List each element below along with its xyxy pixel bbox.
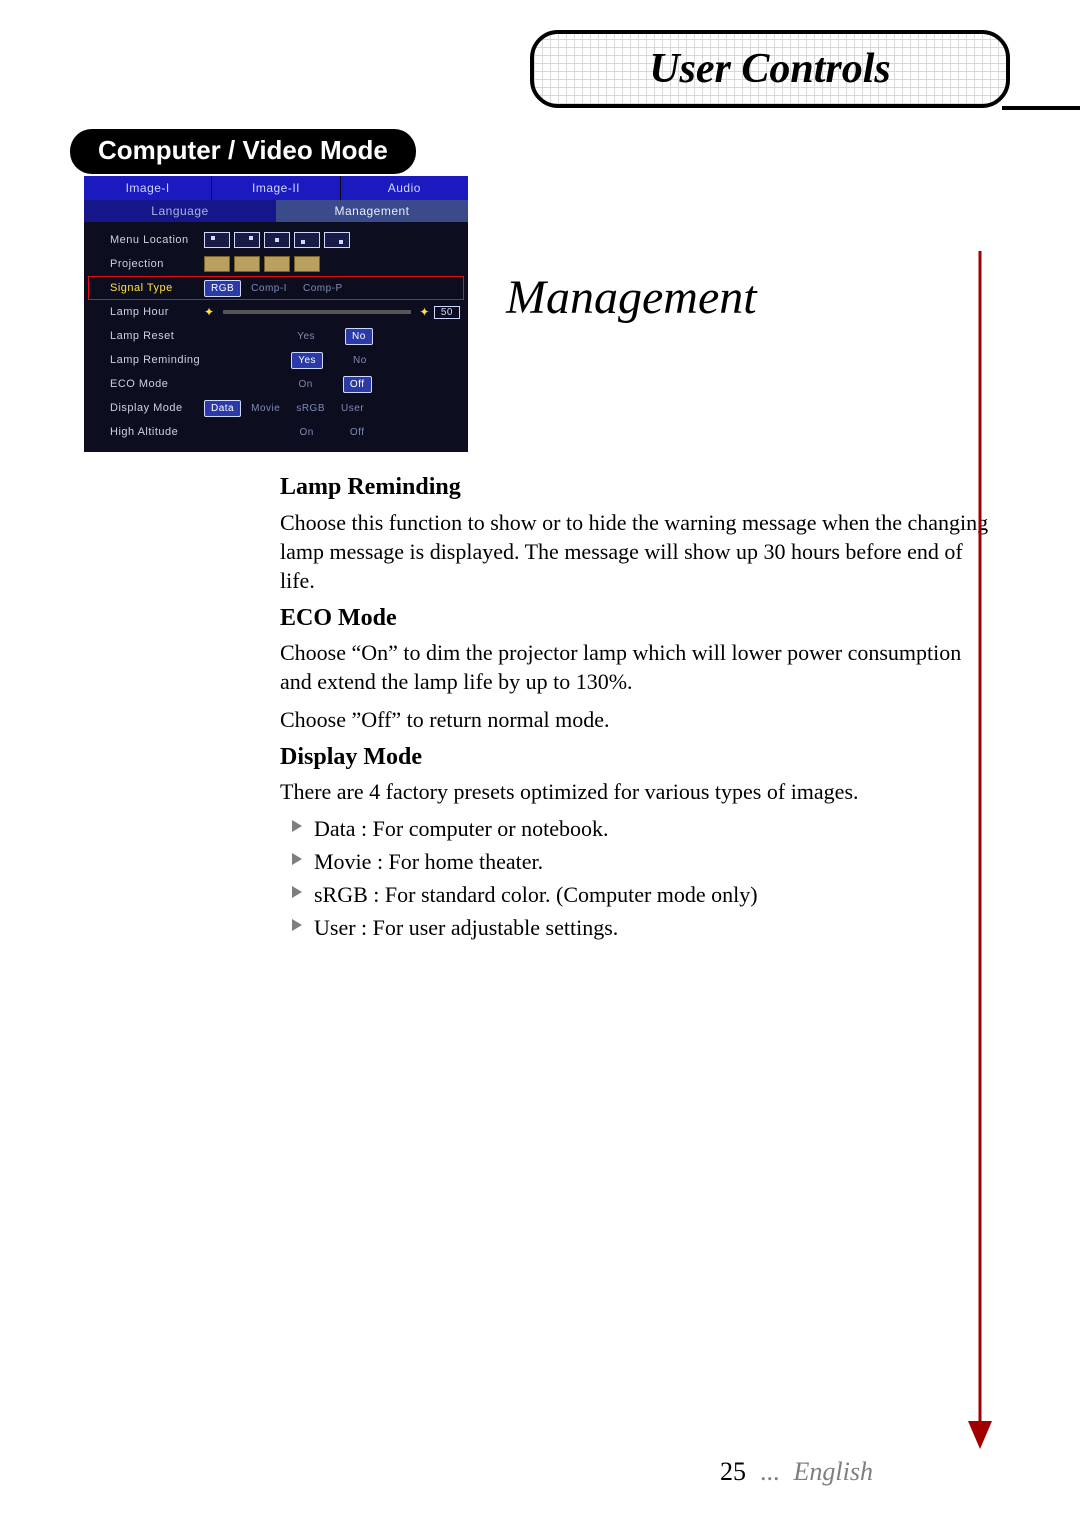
menu-pos-icon — [234, 232, 260, 248]
osd-row-display-mode[interactable]: Display Mode Data Movie sRGB User — [88, 396, 464, 420]
menu-pos-icon — [324, 232, 350, 248]
osd-opt-rgb[interactable]: RGB — [204, 280, 241, 297]
osd-opt-off[interactable]: Off — [344, 425, 371, 440]
header-rule — [1002, 106, 1080, 110]
osd-opt-on[interactable]: On — [294, 425, 320, 440]
projection-icon — [294, 256, 320, 272]
list-item: Movie : For home theater. — [286, 847, 994, 876]
display-mode-list: Data : For computer or notebook. Movie :… — [280, 814, 994, 942]
osd-label: Projection — [92, 258, 204, 270]
mode-pill: Computer / Video Mode — [70, 129, 416, 174]
header-tab: User Controls — [530, 30, 1010, 108]
menu-pos-icon — [204, 232, 230, 248]
projection-icon — [264, 256, 290, 272]
heading-lamp-reminding: Lamp Reminding — [280, 472, 994, 504]
mode-pill-label: Computer / Video Mode — [98, 135, 388, 165]
page-number: 25 — [720, 1457, 746, 1487]
footer-arrow-icon — [960, 251, 1000, 1451]
osd-row-signal-type[interactable]: Signal Type RGB Comp-I Comp-P — [88, 276, 464, 300]
osd-subtab-management[interactable]: Management — [276, 200, 468, 222]
osd-opt-yes[interactable]: Yes — [291, 352, 323, 369]
osd-row-eco-mode[interactable]: ECO Mode On Off — [88, 372, 464, 396]
header-tab-title: User Controls — [649, 45, 891, 93]
osd-row-lamp-reset[interactable]: Lamp Reset Yes No — [88, 324, 464, 348]
osd-opt-on[interactable]: On — [293, 377, 319, 392]
osd-label: High Altitude — [92, 426, 204, 438]
list-item: Data : For computer or notebook. — [286, 814, 994, 843]
list-item: sRGB : For standard color. (Computer mod… — [286, 880, 994, 909]
list-item: User : For user adjustable settings. — [286, 913, 994, 942]
osd-label: ECO Mode — [92, 378, 204, 390]
page-footer: 25 ... English — [720, 1457, 873, 1487]
menu-pos-icon — [294, 232, 320, 248]
osd-row-menu-location[interactable]: Menu Location — [88, 228, 464, 252]
para: There are 4 factory presets optimized fo… — [280, 777, 994, 806]
osd-opt-no[interactable]: No — [345, 328, 373, 345]
osd-opt-no[interactable]: No — [347, 353, 373, 368]
body-content: Lamp Reminding Choose this function to s… — [280, 466, 994, 946]
osd-opt-compp[interactable]: Comp-P — [297, 281, 349, 296]
osd-subtab-language[interactable]: Language — [84, 200, 276, 222]
para: Choose ”Off” to return normal mode. — [280, 705, 994, 734]
osd-tabs-row1: Image-I Image-II Audio — [84, 176, 468, 200]
osd-label: Lamp Reset — [92, 330, 204, 342]
osd-row-high-altitude[interactable]: High Altitude On Off — [88, 420, 464, 444]
projection-icon — [204, 256, 230, 272]
osd-opt-compi[interactable]: Comp-I — [245, 281, 293, 296]
osd-row-lamp-hour[interactable]: Lamp Hour ✦ ✦ 50 — [88, 300, 464, 324]
projection-icon — [234, 256, 260, 272]
osd-tabs-row2: Language Management — [84, 200, 468, 222]
osd-label: Lamp Hour — [92, 306, 204, 318]
osd-opt-movie[interactable]: Movie — [245, 401, 286, 416]
heading-eco-mode: ECO Mode — [280, 603, 994, 635]
lamp-hour-value: 50 — [434, 306, 460, 319]
osd-row-projection[interactable]: Projection — [88, 252, 464, 276]
para: Choose this function to show or to hide … — [280, 508, 994, 595]
footer-ellipsis: ... — [760, 1457, 780, 1487]
footer-language: English — [794, 1457, 873, 1487]
osd-opt-data[interactable]: Data — [204, 400, 241, 417]
lamp-hour-slider — [223, 310, 412, 314]
osd-row-lamp-reminding[interactable]: Lamp Reminding Yes No — [88, 348, 464, 372]
section-title: Management — [506, 270, 757, 325]
osd-tab-image2[interactable]: Image-II — [211, 176, 340, 200]
lamp-icon: ✦ — [204, 306, 215, 318]
osd-opt-srgb[interactable]: sRGB — [290, 401, 331, 416]
osd-opt-yes[interactable]: Yes — [291, 329, 321, 344]
osd-opt-user[interactable]: User — [335, 401, 370, 416]
osd-tab-audio[interactable]: Audio — [341, 176, 468, 200]
lamp-icon: ✦ — [419, 306, 430, 318]
osd-screenshot: Image-I Image-II Audio Language Manageme… — [84, 176, 468, 452]
osd-opt-off[interactable]: Off — [343, 376, 372, 393]
heading-display-mode: Display Mode — [280, 742, 994, 774]
osd-label: Signal Type — [92, 282, 204, 294]
osd-tab-image1[interactable]: Image-I — [84, 176, 211, 200]
menu-pos-icon — [264, 232, 290, 248]
osd-label: Lamp Reminding — [92, 354, 204, 366]
osd-label: Menu Location — [92, 234, 204, 246]
osd-label: Display Mode — [92, 402, 204, 414]
para: Choose “On” to dim the projector lamp wh… — [280, 638, 994, 696]
